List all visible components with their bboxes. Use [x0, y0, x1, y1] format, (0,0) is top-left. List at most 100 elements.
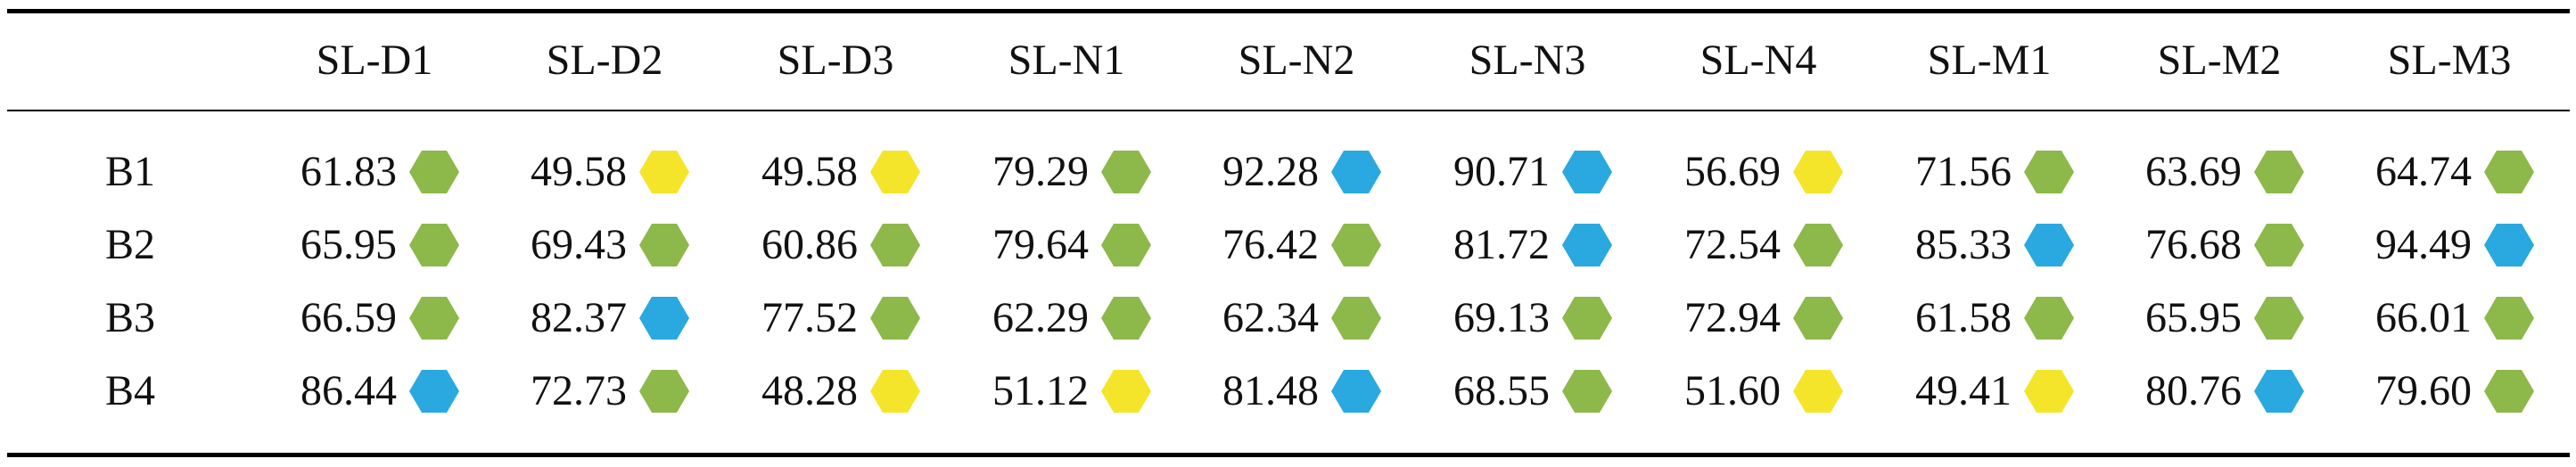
cell-value: 63.69 — [2145, 148, 2242, 195]
cell-value: 85.33 — [1915, 221, 2012, 268]
table-cell: 76.42 — [1222, 218, 1381, 272]
cell-value: 79.64 — [992, 221, 1089, 268]
cell-value: 72.73 — [531, 367, 627, 414]
cell-value: 69.43 — [531, 221, 627, 268]
cell-value: 64.74 — [2375, 148, 2472, 195]
row-label-b4: B4 — [105, 367, 156, 414]
hexagon-green-icon — [2484, 151, 2534, 193]
table-cell: 51.60 — [1684, 365, 1843, 418]
column-header-sl-d3: SL-D3 — [777, 37, 894, 84]
cell-value: 48.28 — [761, 367, 858, 414]
cell-value: 72.54 — [1684, 221, 1781, 268]
table-cell: 49.58 — [761, 145, 920, 199]
cell-value: 77.52 — [761, 294, 858, 341]
cell-value: 51.12 — [992, 367, 1089, 414]
hexagon-blue-icon — [2254, 370, 2304, 413]
hexagon-yellow-icon — [870, 370, 920, 413]
cell-value: 61.83 — [300, 148, 397, 195]
cell-value: 82.37 — [531, 294, 627, 341]
cell-value: 80.76 — [2145, 367, 2242, 414]
hexagon-yellow-icon — [870, 151, 920, 193]
hexagon-green-icon — [1331, 297, 1381, 340]
cell-value: 81.48 — [1222, 367, 1319, 414]
table-cell: 79.64 — [992, 218, 1151, 272]
row-label-b2: B2 — [105, 221, 156, 268]
cell-value: 49.41 — [1915, 367, 2012, 414]
column-header-sl-n4: SL-N4 — [1700, 37, 1817, 84]
cell-value: 65.95 — [2145, 294, 2242, 341]
cell-value: 61.58 — [1915, 294, 2012, 341]
hexagon-green-icon — [639, 370, 689, 413]
cell-value: 71.56 — [1915, 148, 2012, 195]
column-header-sl-m3: SL-M3 — [2387, 37, 2512, 84]
hexagon-green-icon — [1101, 297, 1151, 340]
row-label-b1: B1 — [105, 148, 156, 195]
table-top-rule — [7, 9, 2570, 13]
hexagon-green-icon — [639, 224, 689, 266]
table-cell: 61.83 — [300, 145, 459, 199]
table-cell: 71.56 — [1915, 145, 2074, 199]
table-cell: 56.69 — [1684, 145, 1843, 199]
table-cell: 69.43 — [531, 218, 689, 272]
table-cell: 85.33 — [1915, 218, 2074, 272]
table-cell: 90.71 — [1453, 145, 1612, 199]
hexagon-blue-icon — [639, 297, 689, 340]
hexagon-green-icon — [409, 151, 459, 193]
cell-value: 94.49 — [2375, 221, 2472, 268]
hexagon-yellow-icon — [639, 151, 689, 193]
table-cell: 69.13 — [1453, 291, 1612, 345]
hexagon-yellow-icon — [2024, 370, 2074, 413]
cell-value: 68.55 — [1453, 367, 1550, 414]
hexagon-green-icon — [2484, 297, 2534, 340]
cell-value: 81.72 — [1453, 221, 1550, 268]
hexagon-blue-icon — [2484, 224, 2534, 266]
cell-value: 79.29 — [992, 148, 1089, 195]
cell-value: 69.13 — [1453, 294, 1550, 341]
table-cell: 76.68 — [2145, 218, 2304, 272]
table-cell: 66.59 — [300, 291, 459, 345]
table-cell: 51.12 — [992, 365, 1151, 418]
hexagon-blue-icon — [2024, 224, 2074, 266]
hexagon-blue-icon — [409, 370, 459, 413]
table-cell: 82.37 — [531, 291, 689, 345]
cell-value: 66.01 — [2375, 294, 2472, 341]
hexagon-blue-icon — [1562, 151, 1612, 193]
hexagon-green-icon — [2254, 151, 2304, 193]
cell-value: 62.34 — [1222, 294, 1319, 341]
table-cell: 60.86 — [761, 218, 920, 272]
row-label-b3: B3 — [105, 294, 156, 341]
hexagon-green-icon — [409, 224, 459, 266]
hexagon-green-icon — [1793, 224, 1843, 266]
table-cell: 79.29 — [992, 145, 1151, 199]
table-bottom-rule — [7, 453, 2570, 457]
hexagon-blue-icon — [1331, 151, 1381, 193]
hexagon-yellow-icon — [1793, 151, 1843, 193]
table-cell: 62.34 — [1222, 291, 1381, 345]
table-cell: 65.95 — [300, 218, 459, 272]
column-header-sl-n1: SL-N1 — [1008, 37, 1125, 84]
table-cell: 68.55 — [1453, 365, 1612, 418]
hexagon-green-icon — [2024, 297, 2074, 340]
cell-value: 51.60 — [1684, 367, 1781, 414]
table-header-rule — [7, 110, 2570, 111]
cell-value: 90.71 — [1453, 148, 1550, 195]
cell-value: 60.86 — [761, 221, 858, 268]
table-cell: 65.95 — [2145, 291, 2304, 345]
hexagon-green-icon — [2254, 224, 2304, 266]
column-header-sl-m1: SL-M1 — [1927, 37, 2052, 84]
column-header-sl-d2: SL-D2 — [546, 37, 663, 84]
cell-value: 79.60 — [2375, 367, 2472, 414]
hexagon-yellow-icon — [1101, 370, 1151, 413]
table-cell: 49.58 — [531, 145, 689, 199]
cell-value: 76.68 — [2145, 221, 2242, 268]
cell-value: 72.94 — [1684, 294, 1781, 341]
table-cell: 92.28 — [1222, 145, 1381, 199]
table-cell: 62.29 — [992, 291, 1151, 345]
cell-value: 49.58 — [531, 148, 627, 195]
table-cell: 79.60 — [2375, 365, 2534, 418]
cell-value: 86.44 — [300, 367, 397, 414]
table-cell: 81.72 — [1453, 218, 1612, 272]
table-cell: 80.76 — [2145, 365, 2304, 418]
cell-value: 66.59 — [300, 294, 397, 341]
hexagon-green-icon — [1562, 370, 1612, 413]
